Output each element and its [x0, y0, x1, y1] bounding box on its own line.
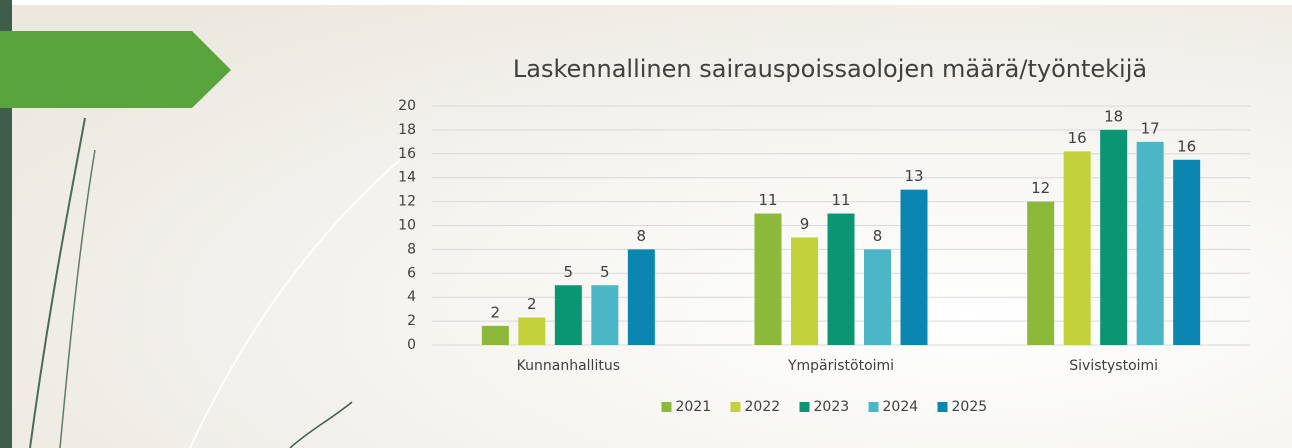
y-tick-label: 16 — [398, 146, 416, 162]
legend-swatch — [730, 402, 741, 412]
legend-label: 2021 — [676, 399, 712, 415]
y-tick-label: 18 — [398, 122, 416, 138]
bar — [1173, 159, 1201, 345]
bar — [1027, 201, 1055, 345]
bar — [518, 317, 546, 345]
x-tick-label: Kunnanhallitus — [517, 358, 620, 374]
legend-swatch — [937, 402, 948, 412]
data-label: 2 — [527, 295, 537, 313]
data-label: 18 — [1104, 107, 1123, 125]
grass-decoration — [59, 149, 96, 448]
data-label: 17 — [1141, 119, 1160, 137]
y-tick-label: 10 — [398, 218, 416, 234]
y-tick-label: 14 — [398, 170, 416, 186]
y-tick-label: 6 — [407, 265, 416, 281]
y-tick-label: 0 — [407, 337, 416, 353]
data-label: 9 — [800, 215, 810, 233]
bar — [1136, 141, 1164, 345]
data-label: 5 — [564, 263, 574, 281]
x-tick-label: Sivistystoimi — [1069, 358, 1158, 374]
bar — [1063, 151, 1091, 345]
legend-label: 2024 — [883, 399, 919, 415]
chart-title: Laskennallinen sairauspoissaolojen määrä… — [513, 55, 1147, 83]
legend-swatch — [661, 402, 672, 412]
grass-decoration — [189, 159, 401, 448]
data-label: 8 — [873, 227, 883, 245]
bar — [791, 237, 818, 345]
bar — [554, 285, 582, 345]
left-bar — [0, 0, 12, 448]
y-tick-label: 20 — [398, 98, 416, 114]
data-label: 2 — [491, 303, 501, 321]
bar — [754, 213, 782, 345]
bar — [591, 285, 619, 345]
data-label: 5 — [600, 263, 610, 281]
bar — [1100, 129, 1128, 345]
bar — [481, 325, 509, 345]
y-tick-label: 2 — [407, 313, 416, 329]
bar — [864, 249, 891, 345]
data-label: 16 — [1068, 129, 1087, 147]
y-tick-label: 12 — [398, 194, 416, 210]
legend-label: 2025 — [952, 399, 988, 415]
legend-label: 2023 — [814, 399, 850, 415]
legend-swatch — [868, 402, 879, 412]
legend-swatch — [799, 402, 810, 412]
data-label: 13 — [904, 167, 923, 185]
data-label: 11 — [831, 191, 850, 209]
grass-decoration — [289, 401, 353, 448]
x-tick-label: Ympäristötoimi — [787, 358, 894, 374]
data-label: 8 — [637, 227, 647, 245]
data-label: 16 — [1177, 137, 1196, 155]
legend-label: 2022 — [745, 399, 781, 415]
bar — [827, 213, 855, 345]
data-label: 11 — [758, 191, 777, 209]
arrow-banner — [0, 31, 231, 108]
bar — [627, 249, 655, 345]
bar — [900, 189, 928, 345]
top-strip — [0, 0, 1292, 5]
y-tick-label: 4 — [407, 289, 416, 305]
grass-decoration — [29, 117, 86, 448]
data-label: 12 — [1031, 179, 1050, 197]
y-tick-label: 8 — [407, 241, 416, 257]
